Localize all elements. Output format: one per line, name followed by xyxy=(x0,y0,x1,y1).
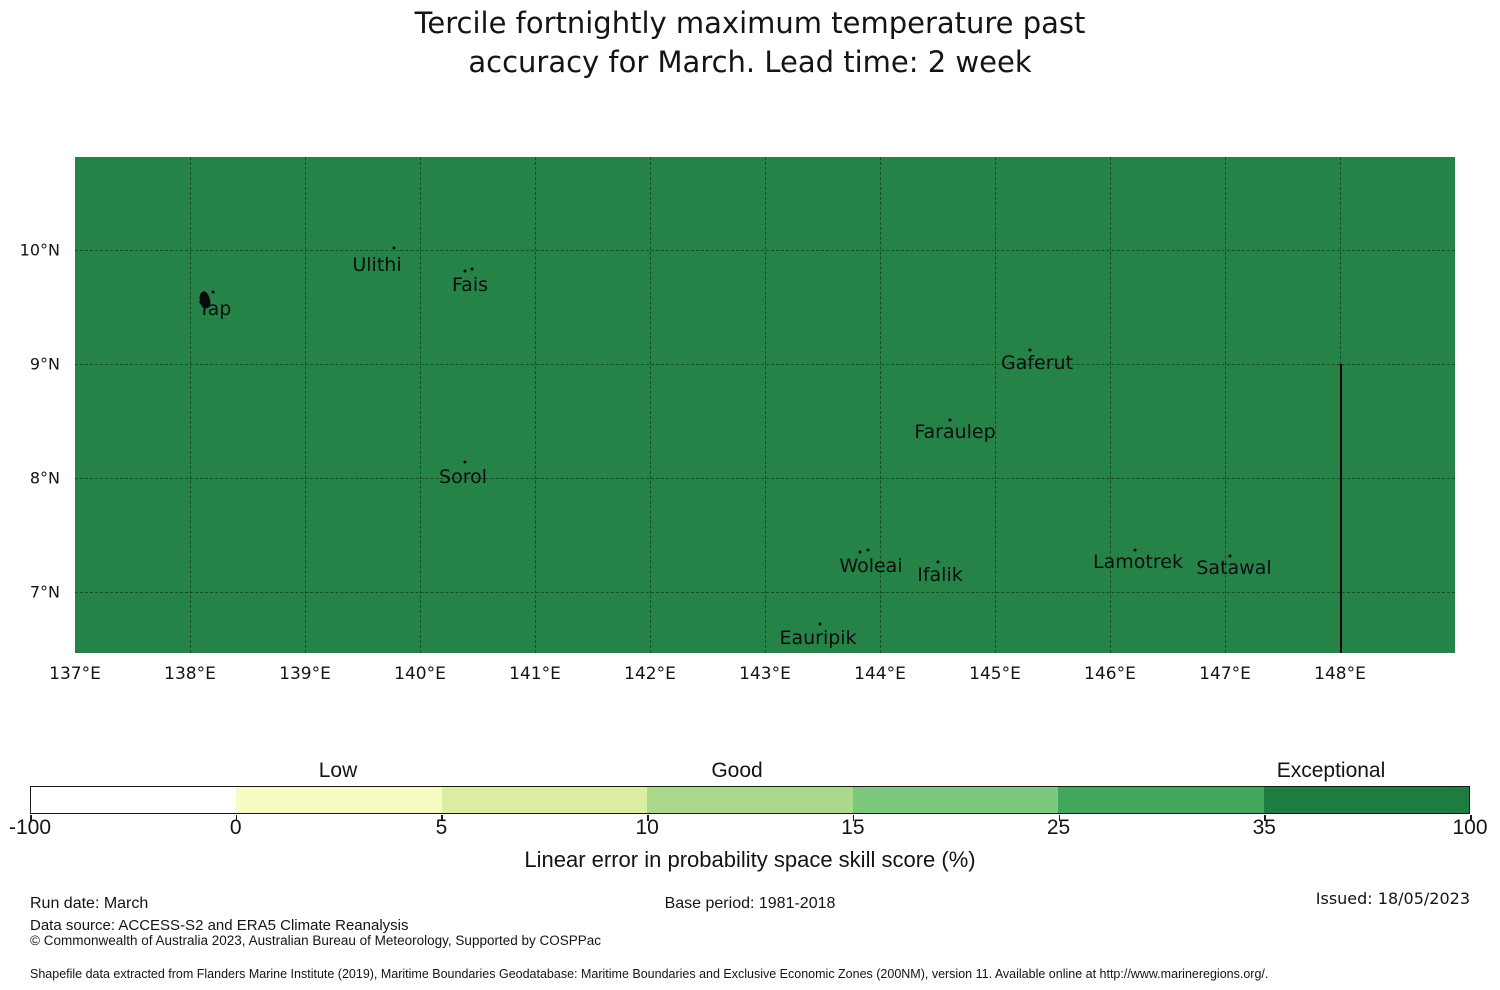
gridline-vertical xyxy=(535,157,536,653)
figure-title-line2: accuracy for March. Lead time: 2 week xyxy=(468,45,1032,79)
x-tick-label: 142°E xyxy=(624,664,676,684)
island-label-eauripik: Eauripik xyxy=(779,627,857,649)
x-tick-label: 137°E xyxy=(49,664,101,684)
eez-region-fill xyxy=(75,157,1455,653)
island-label-fais: Fais xyxy=(451,274,489,296)
island-marker-woleai xyxy=(866,548,870,552)
colorbar-segment xyxy=(441,787,648,813)
colorbar-segment xyxy=(1058,787,1264,813)
figure-title-line1: Tercile fortnightly maximum temperature … xyxy=(414,6,1086,40)
island-marker-lamotrek xyxy=(1133,548,1137,552)
y-tick-label: 10°N xyxy=(19,240,60,260)
x-tick-label: 148°E xyxy=(1314,664,1366,684)
colorbar-segment xyxy=(236,787,442,813)
gridline-vertical xyxy=(305,157,306,653)
gridline-vertical xyxy=(420,157,421,653)
x-tick-label: 145°E xyxy=(969,664,1021,684)
island-label-woleai: Woleai xyxy=(839,555,903,577)
gridline-horizontal xyxy=(75,250,1455,251)
gridline-horizontal xyxy=(75,592,1455,593)
colorbar-tick-label: 0 xyxy=(229,816,242,839)
gridline-horizontal xyxy=(75,478,1455,479)
island-marker-fais xyxy=(470,267,474,271)
colorbar-tick-label: 25 xyxy=(1046,816,1071,839)
figure-title: Tercile fortnightly maximum temperature … xyxy=(0,4,1500,82)
island-label-sorol: Sorol xyxy=(439,466,487,488)
colorbar-segment xyxy=(1263,787,1469,813)
island-marker-sorol xyxy=(463,460,467,464)
x-tick-label: 143°E xyxy=(739,664,791,684)
island-label-ulithi: Ulithi xyxy=(352,254,402,276)
colorbar-axis-label: Linear error in probability space skill … xyxy=(524,847,976,872)
colorbar-tick xyxy=(235,815,238,821)
island-marker-woleai xyxy=(858,550,862,554)
colorbar xyxy=(30,786,1470,814)
x-tick-label: 139°E xyxy=(279,664,331,684)
x-tick-label: 146°E xyxy=(1084,664,1136,684)
colorbar-tick xyxy=(852,815,855,821)
gridline-vertical xyxy=(765,157,766,653)
x-tick-label: 147°E xyxy=(1199,664,1251,684)
island-marker-gaferut xyxy=(1028,348,1032,352)
data-source-text: Data source: ACCESS-S2 and ERA5 Climate … xyxy=(30,917,409,934)
gridline-vertical xyxy=(880,157,881,653)
colorbar-segment xyxy=(647,787,853,813)
colorbar-category-low: Low xyxy=(318,759,358,782)
island-marker-ifalik xyxy=(936,560,940,564)
colorbar-tick-label: 5 xyxy=(435,816,448,839)
gridline-vertical xyxy=(1225,157,1226,653)
x-tick-label: 141°E xyxy=(509,664,561,684)
island-marker-ulithi xyxy=(392,246,396,250)
colorbar-tick xyxy=(1264,815,1266,821)
gridline-horizontal xyxy=(75,364,1455,365)
colorbar-tick-label: 100 xyxy=(1452,816,1488,839)
x-tick-label: 140°E xyxy=(394,664,446,684)
gridline-vertical xyxy=(190,157,191,653)
colorbar-tick-label: -100 xyxy=(8,816,52,839)
map-plot-area: Yap Ulithi Fais Sorol Gaferut Faraulep Woleai I… xyxy=(75,157,1455,653)
island-marker-yap xyxy=(211,290,215,294)
island-marker-satawal xyxy=(1228,554,1232,558)
island-marker-faraulep xyxy=(948,418,952,422)
colorbar-tick-label: 10 xyxy=(635,816,659,839)
x-tick-label: 144°E xyxy=(854,664,906,684)
gridline-vertical xyxy=(650,157,651,653)
colorbar-category-good: Good xyxy=(711,759,763,782)
colorbar-tick xyxy=(441,815,443,821)
island-label-satawal: Satawal xyxy=(1196,557,1272,579)
island-label-faraulep: Faraulep xyxy=(914,421,996,443)
colorbar-segment xyxy=(852,787,1059,813)
colorbar-tick xyxy=(30,815,32,821)
colorbar-tick xyxy=(647,815,649,821)
x-tick-label: 138°E xyxy=(164,664,216,684)
colorbar-tick-label: 15 xyxy=(841,816,865,839)
colorbar-tick xyxy=(1058,815,1061,821)
colorbar-tick xyxy=(1470,815,1472,821)
eez-boundary-line xyxy=(1340,364,1342,653)
y-tick-label: 8°N xyxy=(29,468,60,488)
gridline-vertical xyxy=(1110,157,1111,653)
island-label-gaferut: Gaferut xyxy=(1000,352,1074,374)
base-period-text: Base period: 1981-2018 xyxy=(664,895,836,912)
island-label-lamotrek: Lamotrek xyxy=(1093,551,1183,573)
gridline-vertical xyxy=(995,157,996,653)
issued-date-text: Issued: 18/05/2023 xyxy=(1315,889,1470,908)
colorbar-category-exceptional: Exceptional xyxy=(1276,759,1386,782)
colorbar-tick-label: 35 xyxy=(1252,816,1276,839)
colorbar-segment xyxy=(31,787,237,813)
shapefile-attribution-text: Shapefile data extracted from Flanders M… xyxy=(30,967,1269,981)
y-tick-label: 9°N xyxy=(29,354,60,374)
run-date-text: Run date: March xyxy=(30,895,149,912)
copyright-text: © Commonwealth of Australia 2023, Austra… xyxy=(30,933,602,948)
island-label-ifalik: Ifalik xyxy=(917,564,963,586)
island-marker-fais xyxy=(463,269,467,273)
y-tick-label: 7°N xyxy=(29,582,60,602)
island-marker-eauripik xyxy=(818,622,822,626)
